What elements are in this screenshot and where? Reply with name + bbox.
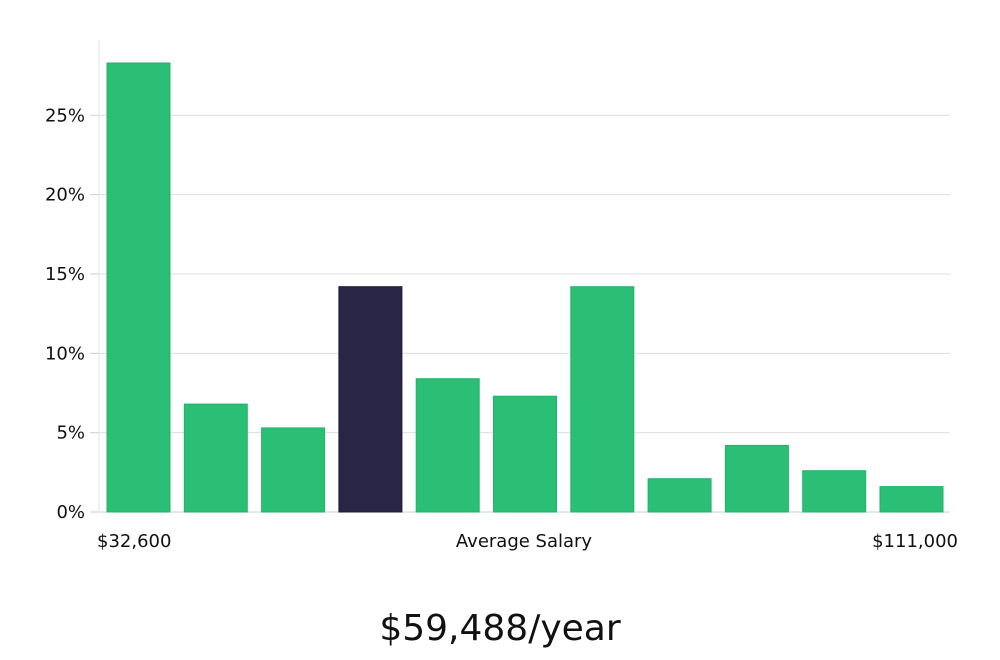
- y-tick-label: 0%: [56, 502, 85, 523]
- bar-average-salary: [338, 286, 403, 513]
- bar: [879, 486, 944, 513]
- y-tick-label: 15%: [45, 264, 85, 285]
- y-tick-label: 10%: [45, 343, 85, 364]
- bar: [415, 378, 480, 513]
- y-tick-label: 25%: [45, 105, 85, 126]
- average-salary-value: $59,488/year: [379, 608, 621, 649]
- bar: [802, 470, 867, 513]
- x-axis-title: Average Salary: [456, 531, 593, 552]
- bars: [106, 62, 944, 513]
- y-axis-ticks: 0% 5% 10% 15% 20% 25%: [45, 105, 99, 523]
- salary-distribution-chart: 0%5%10%15%20%25% $32,600 Average Salary …: [45, 40, 958, 552]
- x-axis-min-label: $32,600: [97, 531, 171, 552]
- bar: [183, 403, 248, 513]
- bar: [493, 395, 557, 513]
- y-tick-label: 5%: [56, 423, 85, 444]
- bar: [570, 286, 635, 513]
- x-axis-max-label: $111,000: [872, 531, 958, 552]
- bar: [724, 444, 789, 513]
- bar: [106, 62, 171, 513]
- bar: [261, 427, 326, 513]
- y-tick-label: 20%: [45, 185, 85, 206]
- bar: [647, 478, 712, 513]
